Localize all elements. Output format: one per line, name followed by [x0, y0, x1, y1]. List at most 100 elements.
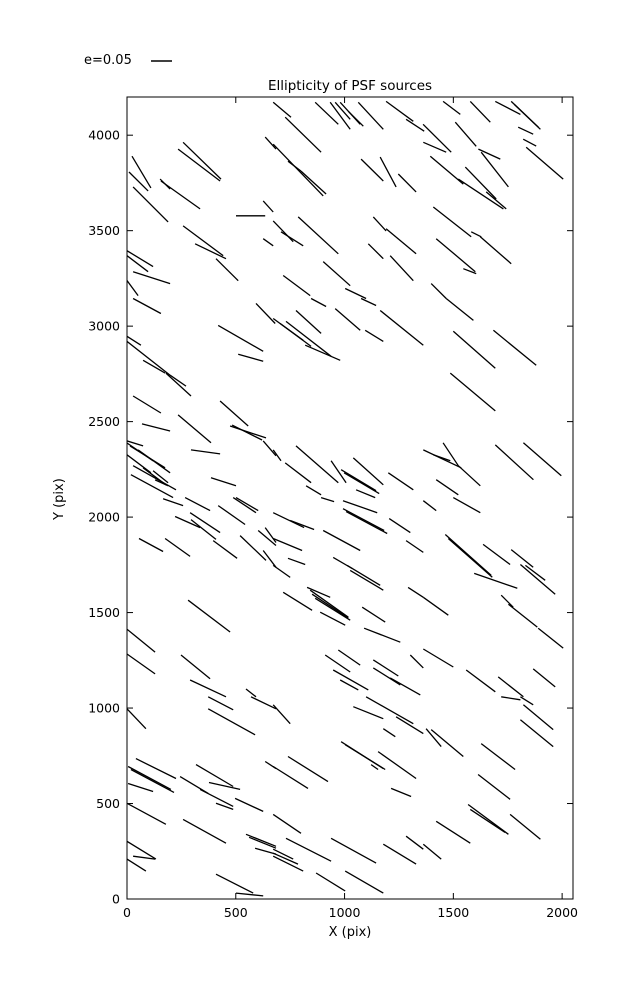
whisker-segment — [519, 719, 554, 748]
whisker-segment — [212, 540, 238, 559]
whisker-segment — [510, 549, 534, 568]
whisker-segment — [285, 837, 332, 862]
whisker-segment — [219, 400, 249, 427]
whisker-segment — [287, 755, 329, 783]
whisker-segment — [337, 649, 361, 666]
whisker-segment — [322, 261, 351, 287]
whisker-segment — [248, 836, 277, 849]
whisker-segment — [262, 550, 277, 568]
whisker-segment — [435, 238, 476, 273]
whisker-segment — [513, 103, 541, 130]
whisker-segment — [469, 808, 506, 833]
whisker-segment — [324, 654, 351, 673]
whisker-segment — [131, 155, 152, 189]
whisker-segment — [361, 606, 386, 623]
whisker-segment — [284, 116, 322, 153]
whisker-segment — [132, 465, 177, 491]
whisker-segment — [353, 706, 384, 720]
whisker-segment — [330, 460, 347, 484]
whisker-segment — [390, 787, 412, 798]
whisker-segment — [430, 283, 447, 299]
whisker-segment — [517, 126, 534, 135]
whisker-segment — [234, 797, 264, 812]
y-tick-label: 500 — [96, 796, 120, 811]
whisker-segment — [457, 465, 481, 487]
whisker-segment — [422, 843, 442, 860]
whisker-segment — [330, 837, 377, 864]
whisker-segment — [280, 231, 304, 247]
whisker-segment — [360, 297, 377, 307]
whisker-segment — [339, 679, 359, 691]
whisker-segment — [215, 802, 234, 811]
whisker-segment — [132, 271, 171, 285]
whisker-segment — [184, 497, 211, 512]
whisker-segment — [344, 744, 386, 771]
whisker-segment — [262, 200, 274, 213]
whisker-segment — [464, 166, 497, 200]
whisker-segment — [207, 696, 234, 711]
whisker-segment — [264, 527, 277, 543]
whisker-segment — [189, 512, 221, 534]
whisker-segment — [133, 855, 156, 860]
whisker-segment — [387, 472, 414, 491]
whisker-segment — [347, 110, 364, 127]
whisker-segment — [127, 765, 172, 790]
whisker-segment — [127, 840, 157, 860]
whisker-segment — [190, 449, 221, 455]
whisker-segment — [482, 543, 511, 566]
x-tick-label: 0 — [123, 905, 131, 920]
y-tick-label: 3000 — [88, 319, 120, 334]
whisker-segment — [532, 668, 556, 688]
whisker-segment — [442, 100, 461, 115]
axes-frame — [126, 96, 574, 900]
whisker-segment — [127, 653, 156, 675]
whisker-segment — [422, 648, 454, 668]
whisker-segment — [254, 847, 277, 855]
whisker-segment — [152, 470, 169, 484]
whisker-segment — [537, 627, 564, 649]
whisker-segment — [272, 564, 291, 578]
whisker-segment — [190, 519, 217, 540]
whisker-segment — [469, 100, 491, 123]
whisker-segment — [423, 449, 462, 469]
whisker-segment — [164, 537, 191, 557]
whisker-segment — [435, 820, 471, 844]
whisker-segment — [367, 243, 384, 260]
whisker-segment — [187, 599, 231, 633]
whisker-segment — [379, 156, 397, 188]
whisker-segment — [132, 186, 169, 223]
whisker-segment — [463, 268, 477, 275]
whisker-segment — [342, 500, 378, 514]
whisker-segment — [239, 535, 267, 561]
whisker-segment — [342, 508, 385, 532]
y-axis-label: Y (pix) — [52, 478, 67, 520]
whisker-segment — [282, 591, 313, 611]
x-axis-label: X (pix) — [328, 925, 372, 940]
whisker-segment — [344, 287, 367, 300]
whisker-segment — [142, 359, 166, 374]
whisker-segment — [319, 611, 346, 626]
whisker-segment — [272, 765, 309, 789]
whisker-segment — [357, 101, 384, 130]
whisker-segment — [135, 758, 177, 780]
whisker-segment — [397, 173, 417, 193]
whisker-segment — [423, 141, 447, 153]
whisker-segment — [199, 788, 234, 807]
whisker-segment — [492, 329, 537, 366]
whisker-segment — [264, 136, 277, 150]
x-tick-label: 500 — [224, 905, 248, 920]
whisker-segment — [525, 146, 564, 180]
whisker-segment — [272, 855, 304, 872]
whisker-segment — [332, 669, 369, 691]
whisker-segment — [127, 335, 142, 346]
whisker-segment — [430, 729, 464, 757]
whisker-segment — [177, 148, 221, 182]
whisker-segment — [142, 467, 167, 486]
whisker-segment — [389, 677, 421, 696]
whisker-segment — [525, 564, 546, 581]
whisker-segment — [320, 496, 335, 503]
whisker-segment — [127, 255, 149, 273]
whisker-segment — [433, 454, 451, 462]
